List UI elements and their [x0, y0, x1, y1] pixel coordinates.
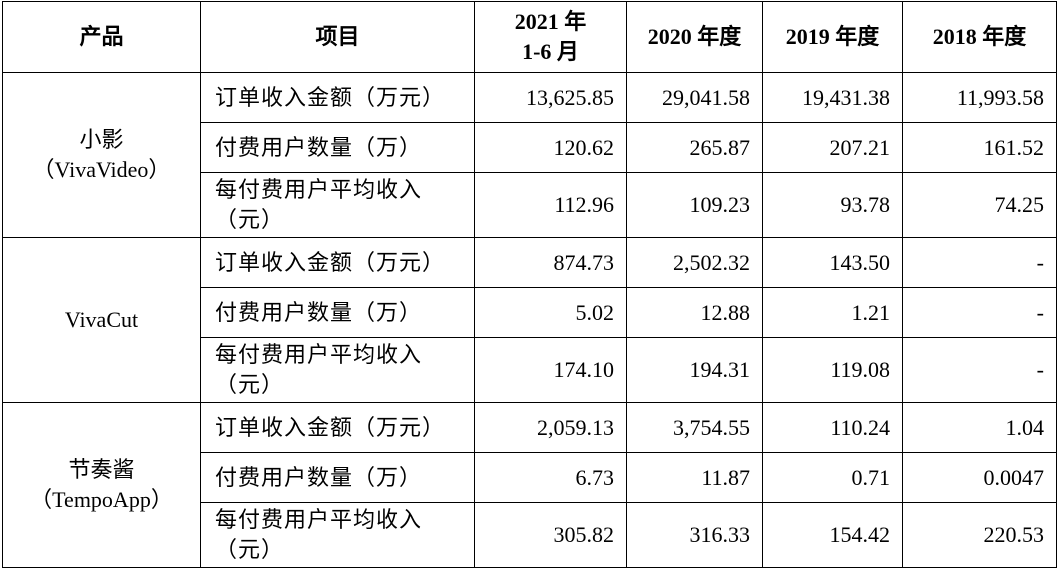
- item-cell: 订单收入金额（万元）: [200, 237, 475, 288]
- value-cell: 1.21: [762, 287, 903, 338]
- table-row: 付费用户数量（万） 5.02 12.88 1.21-: [3, 287, 1057, 338]
- value-cell: 0.71: [762, 452, 903, 503]
- item-cell: 每付费用户平均收入（元）: [200, 502, 475, 568]
- value-cell: 174.10: [474, 337, 627, 403]
- header-cell: 2018 年度: [902, 1, 1057, 73]
- value-cell: 119.08: [762, 337, 903, 403]
- value-cell: 874.73: [474, 237, 627, 288]
- value-cell: 112.96: [474, 172, 627, 238]
- value-cell: 220.53: [902, 502, 1057, 568]
- table-row: 每付费用户平均收入（元） 174.10 194.31 119.08-: [3, 337, 1057, 403]
- value-cell: 207.21: [762, 122, 903, 173]
- text-line: （VivaVideo）: [32, 157, 171, 182]
- table-row: VivaCut 订单收入金额（万元） 874.73 2,502.32 143.50-: [2, 237, 1057, 403]
- table-row: 每付费用户平均收入（元） 112.96 109.23 93.78 74.25: [3, 172, 1057, 238]
- value-cell: 154.42: [762, 502, 903, 568]
- value-cell: 11,993.58: [902, 72, 1057, 123]
- product-cell: 节奏酱 （TempoApp）: [2, 402, 201, 568]
- text-line: 小影: [79, 127, 124, 152]
- value-cell: 305.82: [474, 502, 627, 568]
- table-row: 小影 （VivaVideo） 订单收入金额（万元） 13,625.85 29,041.5…: [2, 72, 1057, 238]
- table-row: 每付费用户平均收入（元） 305.82 316.33 154.42 220.53: [3, 502, 1057, 568]
- value-cell: 1.04: [902, 402, 1057, 453]
- text-line: VivaCut: [64, 307, 139, 332]
- table-row: 节奏酱 （TempoApp） 订单收入金额（万元） 2,059.13 3,754.55 1…: [2, 402, 1057, 568]
- item-cell: 每付费用户平均收入（元）: [200, 337, 475, 403]
- item-cell: 付费用户数量（万）: [200, 122, 475, 173]
- value-cell: 2,059.13: [474, 402, 627, 453]
- value-cell: -: [902, 237, 1057, 288]
- value-cell: 93.78: [762, 172, 903, 238]
- header-cell: 2019 年度: [762, 1, 903, 73]
- value-cell: 13,625.85: [474, 72, 627, 123]
- value-cell: 194.31: [626, 337, 763, 403]
- value-cell: 19,431.38: [762, 72, 903, 123]
- data-table: 产品 项目 2021 年 1-6 月 2020 年度 2019 年度 2018 年度 小影 （…: [2, 1, 1057, 568]
- header-row: 产品 项目 2021 年 1-6 月 2020 年度 2019 年度 2018 年度: [2, 1, 1057, 73]
- value-cell: 143.50: [762, 237, 903, 288]
- text-line: （TempoApp）: [30, 487, 173, 512]
- value-cell: 120.62: [474, 122, 627, 173]
- text-line: 节奏酱: [68, 457, 135, 482]
- text-line: 2021 年: [514, 9, 587, 34]
- value-cell: 6.73: [474, 452, 627, 503]
- value-cell: 161.52: [902, 122, 1057, 173]
- value-cell: -: [902, 287, 1057, 338]
- value-cell: 5.02: [474, 287, 627, 338]
- value-cell: 109.23: [626, 172, 763, 238]
- product-cell: VivaCut: [2, 237, 201, 403]
- value-cell: 265.87: [626, 122, 763, 173]
- value-cell: 3,754.55: [626, 402, 763, 453]
- value-cell: 12.88: [626, 287, 763, 338]
- header-cell: 项目: [200, 1, 475, 73]
- header-cell: 产品: [2, 1, 201, 73]
- product-cell: 小影 （VivaVideo）: [2, 72, 201, 238]
- text-line: 1-6 月: [522, 39, 579, 64]
- item-cell: 订单收入金额（万元）: [200, 72, 475, 123]
- header-cell: 2021 年 1-6 月: [474, 1, 627, 73]
- value-cell: 110.24: [762, 402, 903, 453]
- value-cell: 74.25: [902, 172, 1057, 238]
- header-cell: 2020 年度: [626, 1, 763, 73]
- value-cell: 11.87: [626, 452, 763, 503]
- item-cell: 付费用户数量（万）: [200, 287, 475, 338]
- item-cell: 订单收入金额（万元）: [200, 402, 475, 453]
- value-cell: 29,041.58: [626, 72, 763, 123]
- value-cell: 2,502.32: [626, 237, 763, 288]
- item-cell: 每付费用户平均收入（元）: [200, 172, 475, 238]
- value-cell: 316.33: [626, 502, 763, 568]
- item-cell: 付费用户数量（万）: [200, 452, 475, 503]
- value-cell: -: [902, 337, 1057, 403]
- value-cell: 0.0047: [902, 452, 1057, 503]
